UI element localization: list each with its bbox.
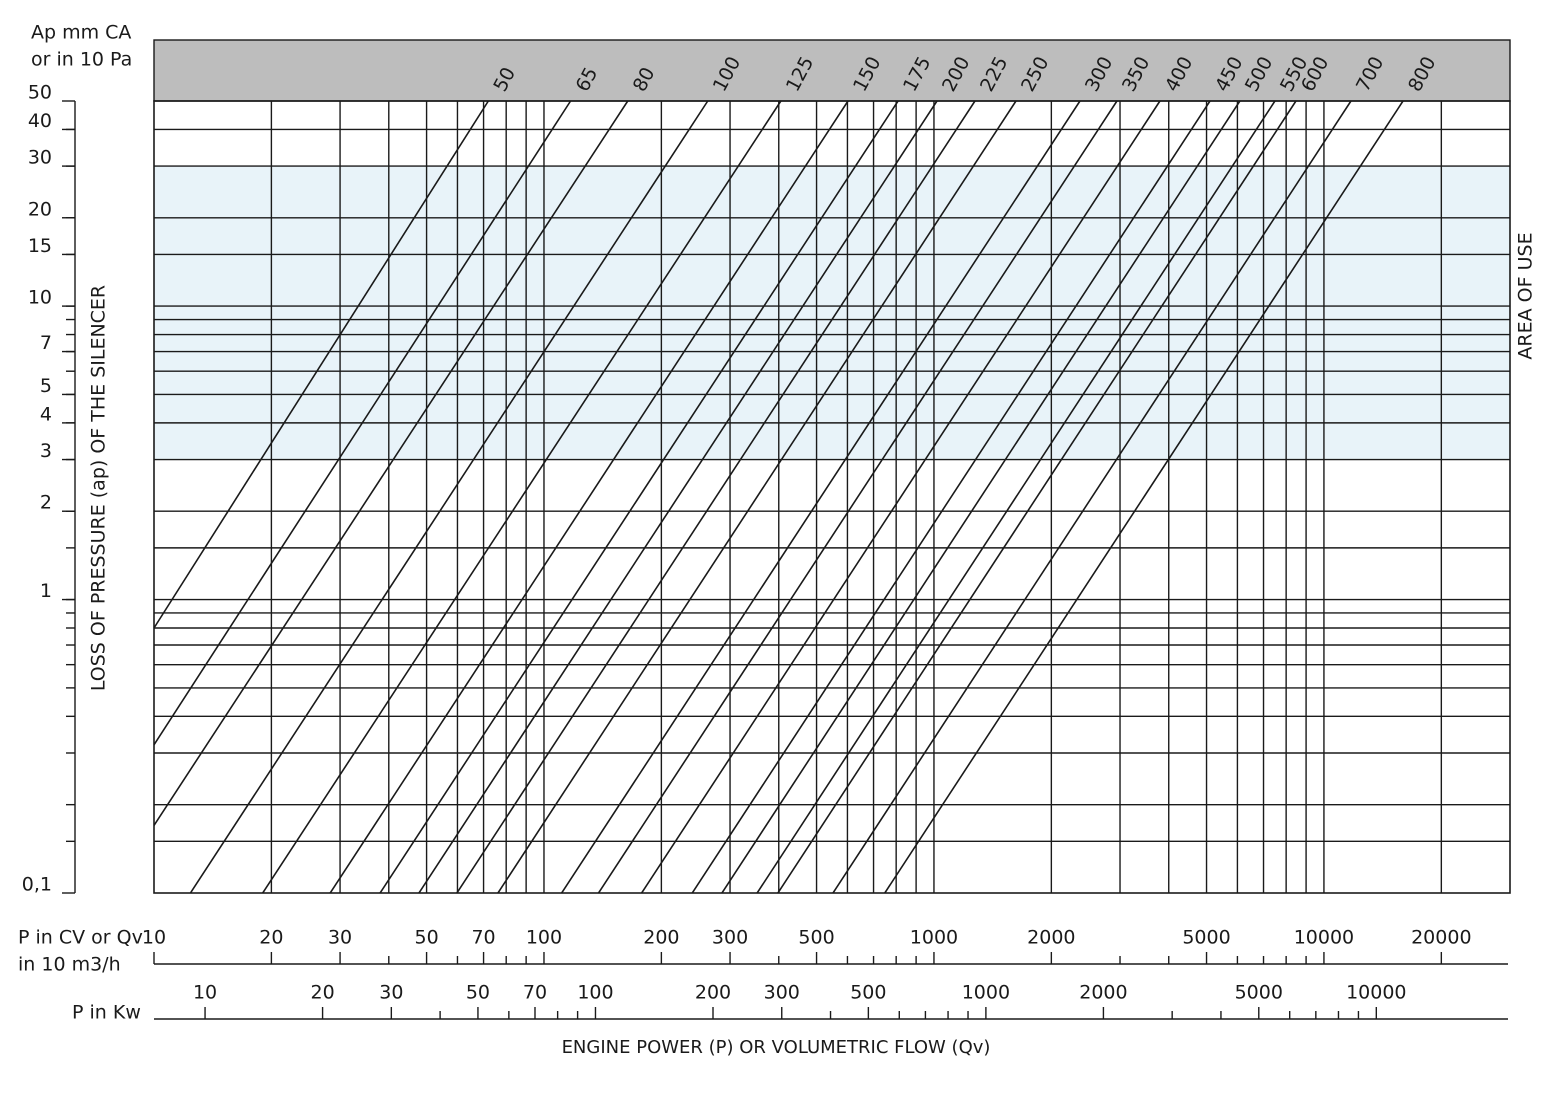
x2-tick-label: 200 (695, 982, 731, 1004)
y-label: Ap mm CA (31, 22, 131, 44)
area-label: AREA OF USE (1515, 232, 1537, 359)
header (153, 39, 1511, 102)
y-tick-label: 30 (28, 147, 52, 169)
series-line (153, 100, 572, 746)
y-title: LOSS OF PRESSURE (ap) OF THE SILENCER (88, 285, 110, 691)
x2-tick-label: 1000 (962, 982, 1010, 1004)
series-line (721, 100, 1241, 894)
x-tick-label: 50 (414, 927, 438, 949)
series-line (756, 100, 1276, 894)
x2-tick-label: 2000 (1079, 982, 1127, 1004)
x2-tick-label: 70 (523, 982, 547, 1004)
y-tick-label: 20 (28, 198, 52, 220)
series-line (497, 100, 1017, 894)
series-line (456, 100, 976, 894)
x-label: P in CV or Qv (18, 927, 143, 949)
series-line (832, 100, 1352, 894)
y-tick-label: 3 (40, 440, 52, 462)
y-tick-label: 4 (40, 403, 52, 425)
series-line (262, 100, 782, 894)
y-tick-label: 1 (40, 580, 52, 602)
x-tick-label: 100 (526, 927, 562, 949)
series-line (691, 100, 1211, 894)
x2-tick-label: 100 (577, 982, 613, 1004)
x2-tick-label: 500 (850, 982, 886, 1004)
x-label: in 10 m3/h (18, 954, 121, 976)
series-line (640, 100, 1161, 894)
x-tick-label: 2000 (1027, 927, 1075, 949)
y-tick-label: 40 (28, 110, 52, 132)
y-tick-label: 7 (40, 332, 52, 354)
y-tick-label: 5 (40, 375, 52, 397)
x2-tick-label: 50 (466, 982, 490, 1004)
series-line (884, 100, 1404, 894)
series-line (379, 100, 899, 894)
series-line (189, 100, 709, 894)
x2-tick-label: 300 (764, 982, 800, 1004)
series-line (418, 100, 938, 894)
x2-tick-label: 20 (310, 982, 334, 1004)
series-line (329, 100, 849, 894)
plot-frame (153, 100, 1511, 894)
x-tick-label: 70 (471, 927, 495, 949)
x-tick-label: 500 (798, 927, 834, 949)
y-tick-label: 15 (28, 235, 52, 257)
series-line (153, 100, 490, 629)
x-tick-label: 300 (712, 927, 748, 949)
x2-tick-label: 30 (379, 982, 403, 1004)
y-label: or in 10 Pa (31, 49, 132, 71)
area-of-use (154, 166, 1510, 460)
x-tick-label: 20000 (1411, 927, 1471, 949)
x-tick-label: 10 (142, 927, 166, 949)
x-tick-label: 1000 (910, 927, 958, 949)
x-tick-label: 30 (328, 927, 352, 949)
x-title: ENGINE POWER (P) OR VOLUMETRIC FLOW (Qv) (562, 1037, 991, 1058)
x-tick-label: 200 (643, 927, 679, 949)
series-line (153, 100, 629, 826)
y-tick-label: 0,1 (22, 874, 52, 896)
series-line (777, 100, 1297, 894)
series-line (597, 100, 1118, 894)
y-tick-label: 10 (28, 287, 52, 309)
y-tick-label: 50 (28, 82, 52, 104)
x-tick-label: 5000 (1182, 927, 1230, 949)
x-tick-label: 10000 (1294, 927, 1354, 949)
y-tick-label: 2 (40, 492, 52, 514)
x2-tick-label: 10 (193, 982, 217, 1004)
series-line (560, 100, 1081, 894)
x2-label: P in Kw (72, 1002, 141, 1024)
x2-tick-label: 10000 (1346, 982, 1406, 1004)
x2-tick-label: 5000 (1235, 982, 1283, 1004)
x-tick-label: 20 (259, 927, 283, 949)
